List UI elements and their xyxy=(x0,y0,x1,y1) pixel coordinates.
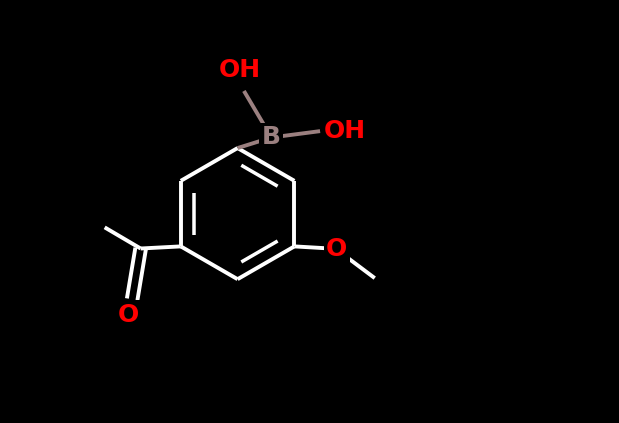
Text: O: O xyxy=(326,236,347,261)
Text: O: O xyxy=(118,303,139,327)
Text: OH: OH xyxy=(219,58,261,82)
Text: B: B xyxy=(262,126,281,149)
Text: OH: OH xyxy=(324,119,366,143)
